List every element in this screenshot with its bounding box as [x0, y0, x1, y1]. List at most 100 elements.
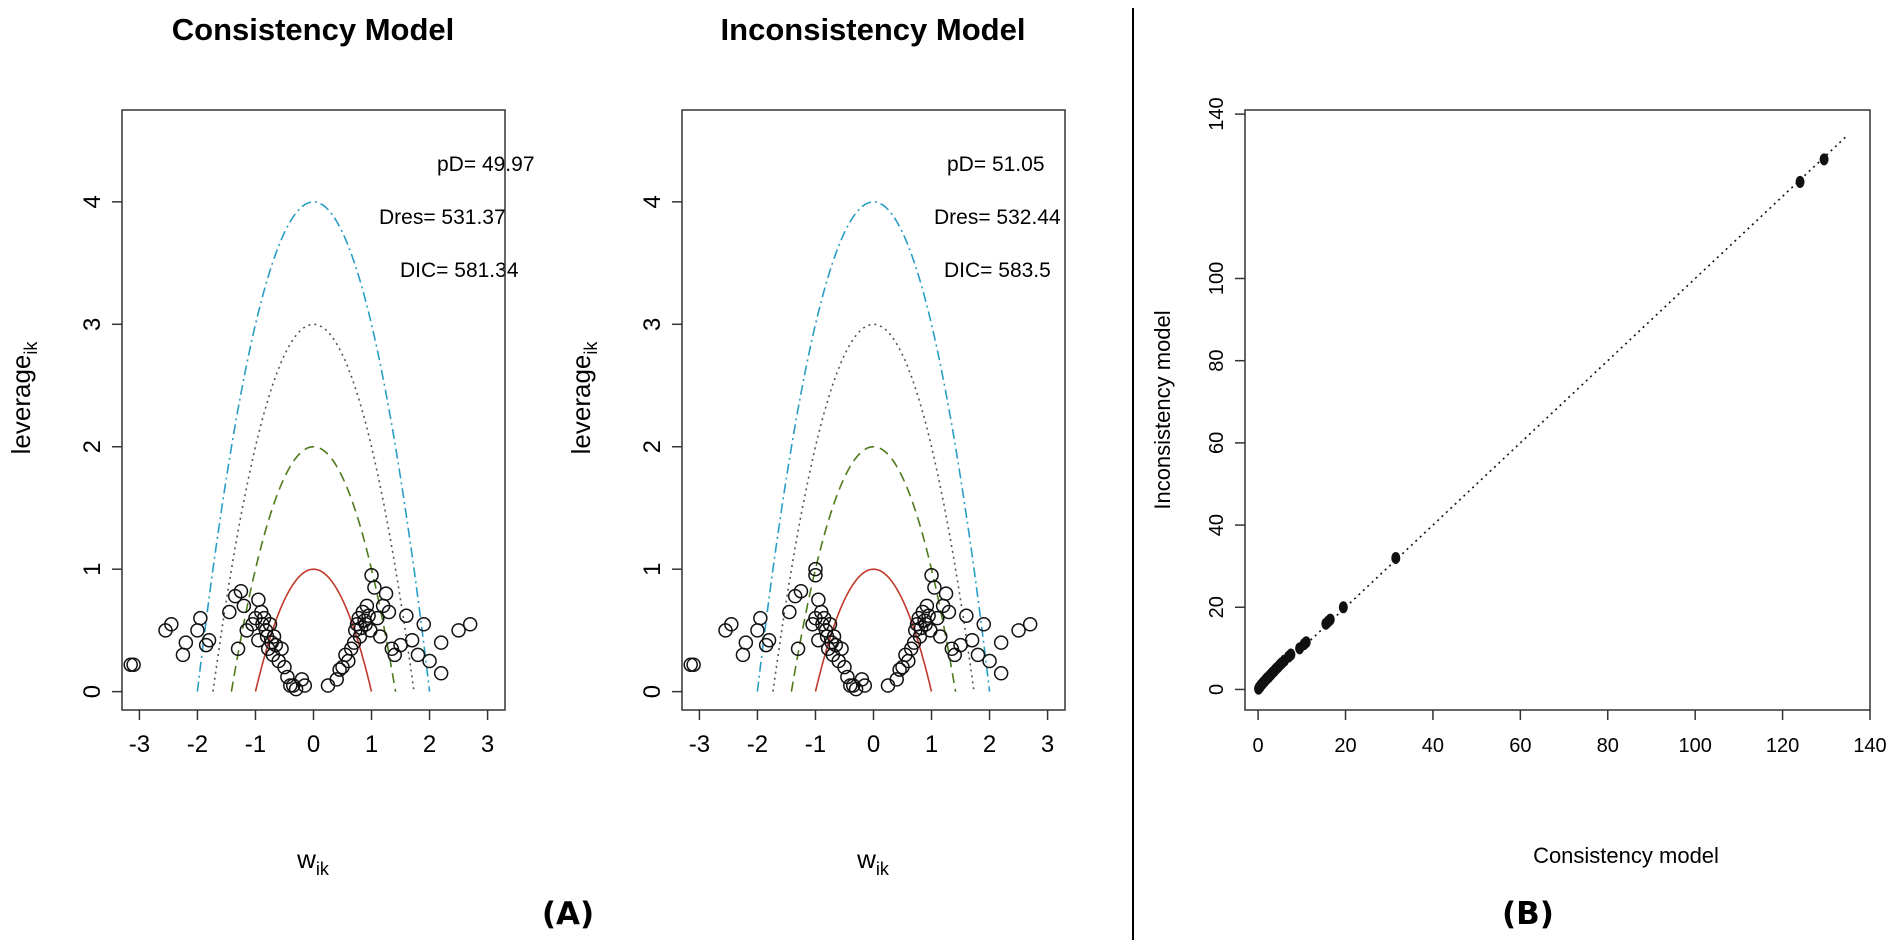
data-point [451, 623, 466, 638]
data-point [782, 604, 797, 620]
data-point [332, 662, 347, 677]
data-point [1022, 617, 1038, 632]
reference-curve [196, 200, 431, 692]
data-point [993, 635, 1009, 650]
y-tick-label: 100 [1206, 262, 1228, 295]
y-axis-label: Inconsistency model [1150, 310, 1175, 509]
data-point [811, 592, 826, 608]
data-point [834, 641, 849, 657]
panel-b-caption: (B) [1502, 896, 1554, 932]
data-point [175, 647, 191, 663]
data-point [970, 647, 986, 663]
x-tick-label: 3 [1041, 731, 1054, 758]
annotation-pd: pD= 51.05 [947, 153, 1045, 176]
data-point [738, 635, 754, 650]
annotation-dres: Dres= 532.44 [934, 206, 1061, 229]
x-tick-label: 0 [867, 731, 880, 758]
data-point [735, 647, 751, 663]
y-tick-label: 0 [1206, 684, 1228, 695]
y-tick-label: 3 [79, 318, 106, 331]
data-point [927, 580, 942, 595]
inconsistency-leverage-chart: Inconsistency Model pD= 51.05 Dres= 532.… [566, 12, 1066, 879]
x-axis-label: wik [856, 844, 890, 879]
y-tick-label: 20 [1206, 596, 1228, 618]
reference-curve [772, 323, 975, 692]
data-point [750, 623, 765, 638]
y-tick-label: 1 [79, 563, 106, 576]
x-tick-label: -2 [747, 731, 768, 758]
x-tick-label: 100 [1678, 735, 1711, 757]
annotation-dic: DIC= 583.5 [944, 259, 1051, 282]
data-point [1338, 601, 1348, 614]
data-point [370, 610, 385, 626]
y-tick-label: 0 [79, 685, 106, 698]
chart-title: Inconsistency Model [721, 12, 1026, 47]
plot-frame [121, 109, 506, 711]
data-point [359, 598, 375, 614]
plot-frame [681, 109, 1066, 711]
x-tick-label: 40 [1422, 735, 1444, 757]
y-tick-label: 4 [639, 195, 666, 208]
data-point [930, 610, 945, 626]
data-point [320, 678, 336, 693]
data-point [683, 657, 698, 672]
data-point [274, 641, 289, 657]
data-point [880, 678, 896, 693]
reference-curve [212, 323, 415, 692]
panel-a-caption: (A) [542, 896, 594, 932]
data-point [826, 629, 842, 644]
data-point [329, 672, 344, 687]
data-point [266, 629, 282, 644]
y-axis-label: leverageik [566, 341, 601, 455]
y-tick-label: 3 [639, 318, 666, 331]
data-point [193, 610, 208, 626]
data-point [964, 632, 980, 648]
data-point [1325, 613, 1335, 626]
data-point [164, 617, 179, 632]
data-point [410, 647, 426, 663]
reference-curve [254, 568, 373, 692]
data-point [378, 586, 394, 601]
data-point [982, 653, 997, 669]
data-point [123, 657, 138, 672]
data-point [126, 657, 141, 672]
data-point [251, 592, 266, 608]
data-point [921, 608, 936, 623]
x-tick-label: 1 [365, 731, 378, 758]
data-point [808, 568, 823, 583]
data-point [913, 620, 929, 636]
annotation-dic: DIC= 581.34 [400, 259, 519, 282]
data-point [686, 657, 701, 672]
data-point [233, 583, 249, 599]
data-point [1795, 175, 1805, 188]
reference-curve [790, 445, 957, 692]
data-point [251, 632, 266, 648]
data-point [416, 617, 432, 632]
x-tick-label: 60 [1509, 735, 1531, 757]
data-point [201, 632, 217, 648]
y-tick-label: 2 [639, 440, 666, 453]
data-point [372, 629, 388, 644]
data-point [993, 666, 1009, 681]
data-point [236, 598, 252, 614]
x-tick-label: 140 [1853, 735, 1886, 757]
x-tick-label: 0 [307, 731, 320, 758]
x-tick-label: -2 [187, 731, 208, 758]
y-axis-label: leverageik [6, 341, 41, 455]
data-point [353, 620, 369, 636]
reference-curve [814, 568, 933, 692]
data-point [1391, 551, 1401, 564]
y-tick-label: 2 [79, 440, 106, 453]
reference-curve [756, 200, 991, 692]
x-tick-label: 120 [1766, 735, 1799, 757]
x-tick-label: 20 [1334, 735, 1356, 757]
data-point [932, 629, 948, 644]
data-point [938, 586, 954, 601]
data-point [753, 610, 768, 626]
annotation-pd: pD= 49.97 [437, 153, 535, 176]
data-point [912, 629, 928, 644]
data-point [399, 608, 414, 623]
x-tick-label: 2 [983, 731, 996, 758]
y-tick-label: 40 [1206, 514, 1228, 536]
